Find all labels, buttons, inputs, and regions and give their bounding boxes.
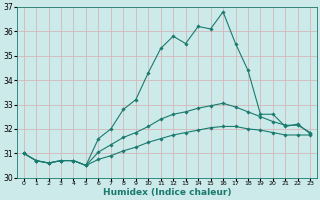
X-axis label: Humidex (Indice chaleur): Humidex (Indice chaleur) bbox=[103, 188, 231, 197]
